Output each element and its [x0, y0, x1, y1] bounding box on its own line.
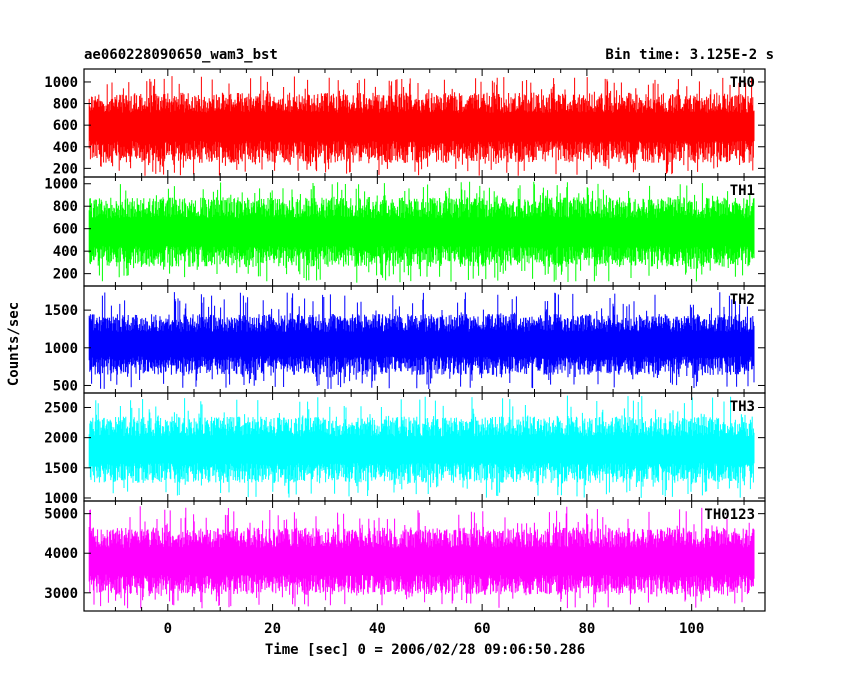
series-th1 — [88, 181, 755, 283]
x-axis-label: Time [sec] 0 = 2006/02/28 09:06:50.286 — [265, 642, 585, 658]
panel-th3: 1000 1500 2000 2500 TH3 — [44, 392, 766, 507]
panel-th1: 200 400 600 800 1000 TH1 — [44, 176, 766, 287]
y-tick-label: 2000 — [44, 431, 78, 447]
panel-frame — [83, 500, 766, 612]
y-tick-label: 600 — [53, 222, 78, 238]
y-tick-label: 1000 — [44, 491, 78, 507]
x-tick-label: 80 — [578, 621, 595, 637]
y-tick-label: 2500 — [44, 400, 78, 416]
y-tick-label: 200 — [53, 267, 78, 283]
series-th0123 — [88, 506, 755, 609]
panel-th0: 200 400 600 800 1000 TH0 — [44, 68, 766, 178]
series-th3 — [88, 395, 755, 498]
panel-th2: 500 1000 1500 TH2 — [44, 285, 766, 394]
y-tick-label: 800 — [53, 97, 78, 113]
series-th2 — [88, 292, 755, 389]
series-th0 — [88, 76, 755, 176]
series-label: TH0123 — [704, 507, 755, 523]
y-tick-label: 1500 — [44, 303, 78, 319]
x-tick-label: 100 — [679, 621, 704, 637]
series-label: TH0 — [730, 75, 755, 91]
y-tick-label: 1000 — [44, 177, 78, 193]
y-tick-label: 200 — [53, 161, 78, 177]
y-tick-label: 1500 — [44, 461, 78, 477]
series-label: TH1 — [730, 183, 755, 199]
y-tick-label: 400 — [53, 244, 78, 260]
x-tick-label: 40 — [369, 621, 386, 637]
x-tick-label: 20 — [264, 621, 281, 637]
y-tick-label: 5000 — [44, 507, 78, 523]
y-tick-label: 800 — [53, 199, 78, 215]
x-tick-label: 60 — [474, 621, 491, 637]
y-axis-label: Counts/sec — [6, 302, 22, 386]
y-tick-label: 3000 — [44, 586, 78, 602]
x-tick-label: 0 — [164, 621, 172, 637]
observation-id: ae060228090650_wam3_bst — [84, 47, 278, 63]
bin-time-label: Bin time: 3.125E-2 s — [605, 47, 774, 63]
panel-th0123: 3000 4000 5000 TH0123 0 20 40 60 80 100 — [44, 500, 766, 637]
series-label: TH2 — [730, 292, 755, 308]
y-tick-label: 1000 — [44, 341, 78, 357]
series-label: TH3 — [730, 399, 755, 415]
y-tick-label: 600 — [53, 118, 78, 134]
y-tick-label: 500 — [53, 378, 78, 394]
y-tick-label: 400 — [53, 140, 78, 156]
y-tick-label: 4000 — [44, 546, 78, 562]
y-tick-label: 1000 — [44, 75, 78, 91]
